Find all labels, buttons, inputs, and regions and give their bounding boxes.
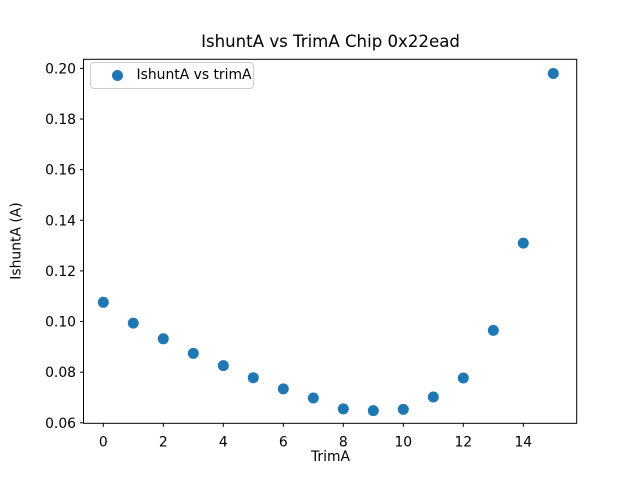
data-point [397,403,409,415]
y-tick-label: 0.08 [45,365,76,381]
y-tick-label: 0.06 [45,416,76,432]
plot-frame [83,58,578,424]
y-axis-label: IshuntA (A) [8,202,25,280]
x-tick-label: 14 [514,434,532,450]
x-tick-label: 4 [219,434,228,450]
x-axis-label: TrimA [310,449,351,465]
data-point [307,392,319,404]
data-point [367,405,379,417]
x-tick-label: 10 [394,434,412,450]
legend: IshuntA vs trimA [89,61,254,89]
y-tick-label: 0.10 [45,315,76,331]
chart-title: IshuntA vs TrimA Chip 0x22ead [201,32,460,51]
data-point [427,391,439,403]
data-point [277,383,289,395]
data-point [97,296,109,308]
y-tick-label: 0.16 [45,163,76,179]
data-point [457,372,469,384]
legend-label: IshuntA vs trimA [136,67,252,83]
data-point [217,360,229,372]
y-tick-label: 0.20 [45,61,76,77]
y-tick-label: 0.14 [45,213,76,229]
x-tick-label: 12 [454,434,472,450]
data-point [337,403,349,415]
y-tick-label: 0.18 [45,112,76,128]
data-point [157,333,169,345]
data-point [127,317,139,329]
data-point [517,237,529,249]
data-point [247,372,259,384]
y-tick-label: 0.12 [45,264,76,280]
x-tick-label: 2 [159,434,168,450]
data-point [187,347,199,359]
data-point [547,68,559,79]
data-point [487,324,499,336]
x-tick-label: 6 [279,434,288,450]
legend-marker-icon [111,69,123,81]
x-tick-label: 0 [99,434,108,450]
x-tick-label: 8 [339,434,348,450]
